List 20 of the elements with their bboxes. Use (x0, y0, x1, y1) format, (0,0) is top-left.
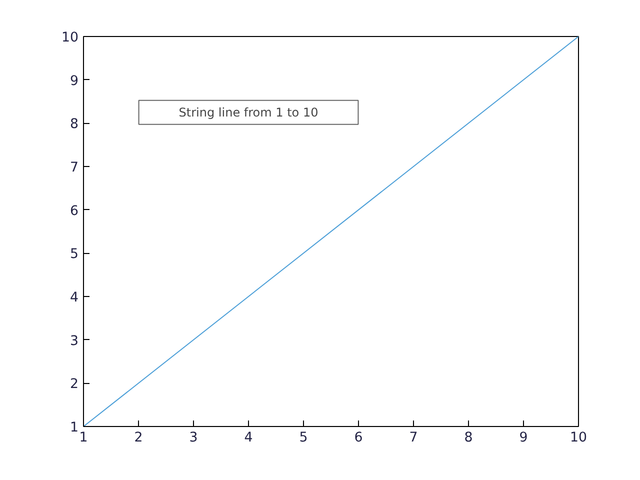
x-tick-label: 10 (570, 430, 587, 446)
x-tick-label: 8 (464, 430, 473, 446)
x-tick-label: 9 (519, 430, 528, 446)
y-tick-label: 2 (70, 377, 79, 392)
y-tick-label: 1 (70, 420, 79, 436)
x-tick-label: 2 (134, 430, 143, 446)
y-tick-label: 10 (62, 30, 79, 46)
x-tick-label: 6 (354, 430, 363, 446)
y-tick-label: 5 (70, 247, 79, 262)
annotation: String line from 1 to 10 (178, 105, 318, 120)
x-tick-label: 4 (244, 430, 253, 446)
x-tick-label: 3 (189, 430, 198, 446)
y-tick-label: 8 (70, 117, 79, 132)
y-tick-label: 4 (70, 290, 79, 306)
x-tick-label: 7 (409, 430, 418, 446)
y-tick-label: 6 (70, 204, 79, 219)
x-tick-label: 5 (299, 430, 308, 446)
y-tick-label: 3 (70, 334, 79, 349)
y-tick-label: 9 (70, 74, 79, 89)
y-tick-label: 7 (70, 160, 79, 176)
